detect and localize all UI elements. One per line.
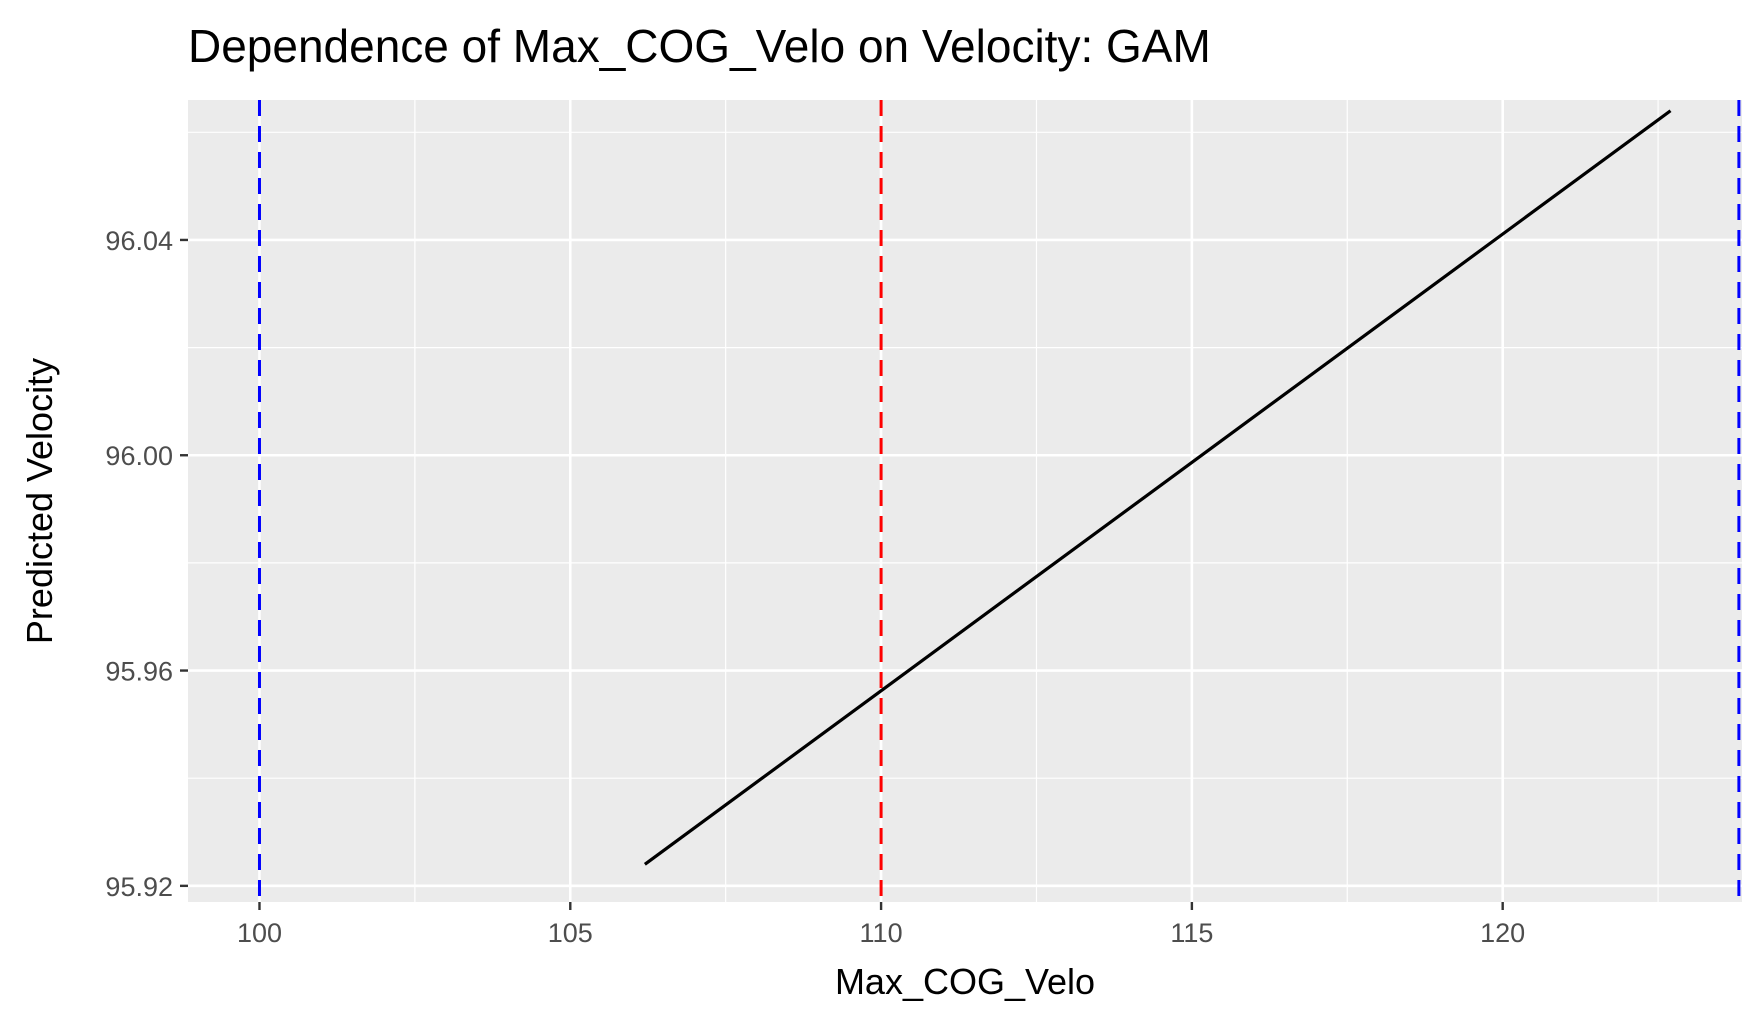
x-tick-label-2: 110 [860, 918, 903, 948]
y-axis-title: Predicted Velocity [19, 358, 60, 644]
x-tick-label-1: 105 [548, 918, 593, 948]
x-axis-title: Max_COG_Velo [835, 961, 1095, 1002]
chart-title: Dependence of Max_COG_Velo on Velocity: … [188, 20, 1211, 72]
y-tick-label-1: 95.96 [105, 657, 173, 687]
x-axis: 100 105 110 115 120 [237, 902, 1525, 948]
minor-grid [188, 100, 1742, 902]
plot-panel [188, 100, 1742, 902]
y-axis: 95.92 95.96 96.00 96.04 [105, 226, 188, 902]
x-tick-label-3: 115 [1170, 918, 1213, 948]
reference-lines [257, 100, 1741, 902]
y-tick-label-3: 96.04 [105, 226, 173, 256]
series-layer [643, 109, 1672, 866]
y-tick-label-2: 96.00 [105, 441, 173, 471]
x-tick-label-4: 120 [1480, 918, 1525, 948]
y-tick-label-0: 95.92 [105, 872, 173, 902]
x-tick-label-0: 100 [237, 918, 282, 948]
series-line-0 [643, 109, 1672, 866]
